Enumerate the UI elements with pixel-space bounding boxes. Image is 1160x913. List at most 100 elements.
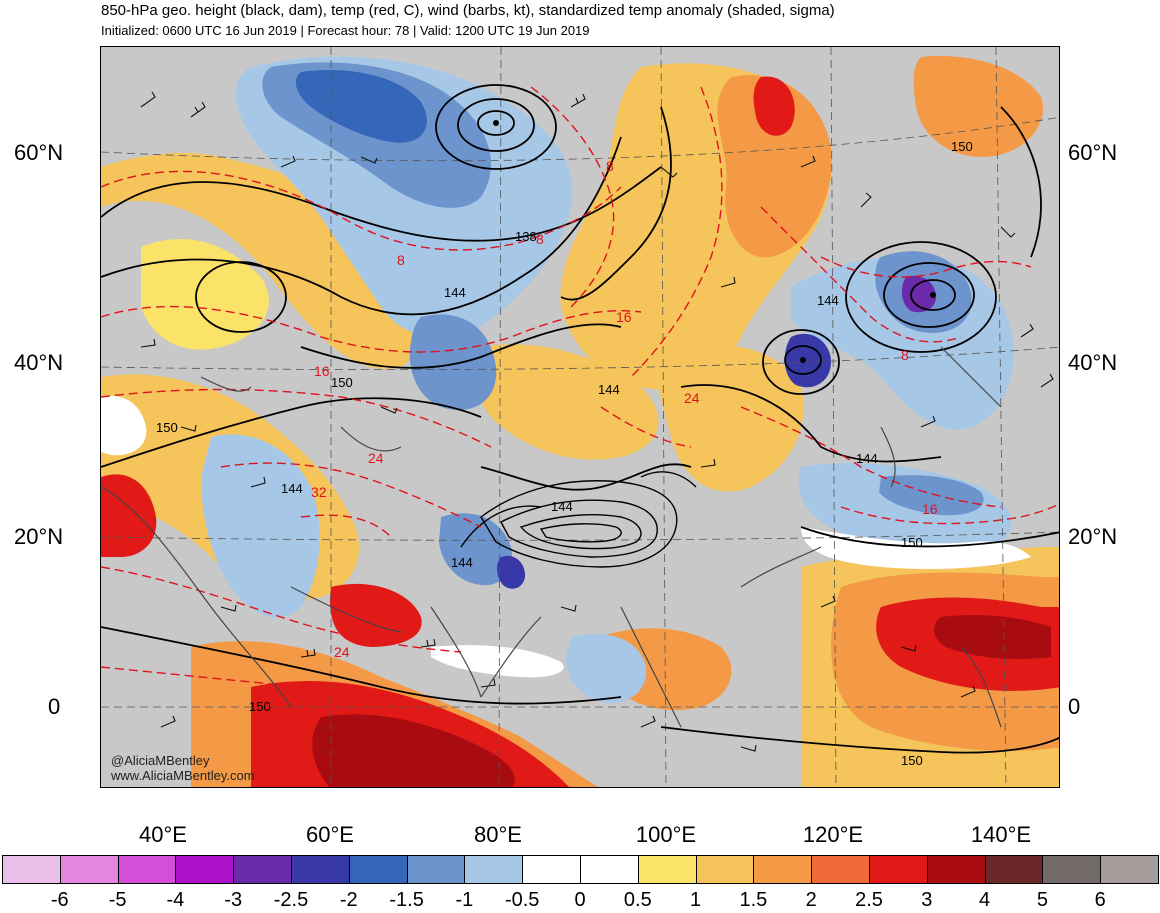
anomaly-cold-region [497,555,526,589]
lon-label-120e: 120°E [802,822,864,847]
temperature-label: 8 [397,252,405,268]
temperature-label: 24 [684,390,700,406]
colorbar-swatch [291,855,350,884]
colorbar-swatch [869,855,928,884]
low-pressure-centers [493,120,936,363]
colorbar-tick-label: 6 [1094,889,1106,911]
colorbar-swatch [811,855,870,884]
colorbar-tick-label: -2 [339,889,358,911]
temperature-label: 16 [922,501,938,517]
height-label: 150 [249,699,271,714]
temperature-label: 24 [334,644,350,660]
colorbar-tick-label: 1 [690,889,702,911]
map-canvas: 138 144 150 144 150 144 144 150 144 144 … [101,47,1059,787]
colorbar-swatch [753,855,813,884]
height-label: 150 [901,535,923,550]
lon-label-140e: 140°E [970,822,1032,847]
height-label: 144 [444,285,466,300]
colorbar-swatch [2,855,61,884]
plateau-contours [460,471,697,568]
temperature-label: 8 [536,231,544,247]
height-label: 138 [515,229,537,244]
colorbar-tick-label: -5 [108,889,127,911]
anomaly-neutral-region [101,395,147,456]
colorbar-tick-label: -0.5 [504,889,540,911]
temperature-label: 24 [368,450,384,466]
temperature-label: 8 [606,158,614,174]
lon-label-80e: 80°E [474,822,522,847]
colorbar-swatch [233,855,292,884]
anomaly-cold-region [566,633,647,703]
anomaly-cold-region [295,70,427,143]
colorbar-tick-label: 2 [805,889,817,911]
watermark-handle: @AliciaMBentley [111,753,210,768]
anomaly-warm-region [472,344,659,460]
lon-label-100e: 100°E [635,822,697,847]
lon-label-40e: 40°E [139,822,187,847]
temperature-label: 8 [901,347,909,363]
colorbar-tick-label: 5 [1036,889,1048,911]
coastlines [101,346,1002,728]
lat-label-20n-right: 20°N [1068,524,1118,549]
lat-label-0-right: 0 [1068,694,1081,719]
colorbar-tick-label: 0 [574,889,586,911]
anomaly-warm-region [753,76,795,136]
anomaly-warm-region [913,56,1043,157]
height-label: 150 [951,139,973,154]
colorbar-tick-label: -1.5 [389,889,424,911]
wind-barbs [140,91,1054,752]
colorbar-tick-label: 1.5 [739,889,768,911]
chart-subtitle: Initialized: 0600 UTC 16 Jun 2019 | Fore… [101,23,590,38]
lat-label-20n-left: 20°N [14,524,64,549]
colorbar-swatch [580,855,639,884]
colorbar-swatch [406,855,466,884]
colorbar-tick-label: 0.5 [623,889,652,911]
lat-label-60n-left: 60°N [14,140,64,165]
colorbar-tick-label: 2.5 [855,889,883,911]
anomaly-cold-region [409,314,497,411]
anomaly-neutral-region [431,645,564,678]
colorbar-swatch [59,855,119,884]
lat-label-40n-right: 40°N [1068,350,1118,375]
temperature-labels: 8 8 16 24 32 16 24 8 8 16 24 [311,158,938,660]
anomaly-warm-region [657,343,804,492]
colorbar-swatch [637,855,697,884]
colorbar-swatch [1100,855,1159,884]
height-label: 144 [451,555,473,570]
anomaly-warm-region [101,152,420,369]
lon-label-60e: 60°E [306,822,354,847]
watermark-site: www.AliciaMBentley.com [111,768,255,783]
colorbar-tick-label: -3 [224,889,243,911]
colorbar-swatch [1042,855,1102,884]
colorbar-swatch [695,855,755,884]
colorbar-swatch [464,855,524,884]
anomaly-cold-region [901,275,936,313]
anomaly-hot-region [934,615,1051,659]
height-label: 144 [598,382,620,397]
height-label: 144 [856,451,878,466]
colorbar-swatch [117,855,177,884]
colorbar-tick-label: -1 [455,889,474,911]
map-panel[interactable]: 138 144 150 144 150 144 144 150 144 144 … [100,46,1060,788]
lat-label-0-left: 0 [48,694,61,719]
anomaly-warm-region [717,75,832,258]
lat-label-60n-right: 60°N [1068,140,1118,165]
chart-title: 850-hPa geo. height (black, dam), temp (… [101,2,835,19]
colorbar-tick-label: -4 [166,889,185,911]
anomaly-hot-region [312,714,515,787]
temperature-label: 16 [616,309,632,325]
colorbar-tick-label: -6 [50,889,69,911]
colorbar-swatch [926,855,986,884]
lat-label-40n-left: 40°N [14,350,64,375]
height-label: 144 [551,499,573,514]
height-label: 150 [156,420,178,435]
height-label: 150 [901,753,923,768]
colorbar-swatch [348,855,408,884]
anomaly-cold-region [439,513,512,586]
anomaly-warm-region [141,238,269,350]
colorbar-tick-label: -2.5 [273,889,309,911]
temperature-contours [101,86,1059,698]
anomaly-cold-region [201,434,320,618]
colorbar-tick-label: 4 [979,889,991,911]
colorbar-swatch [984,855,1044,884]
